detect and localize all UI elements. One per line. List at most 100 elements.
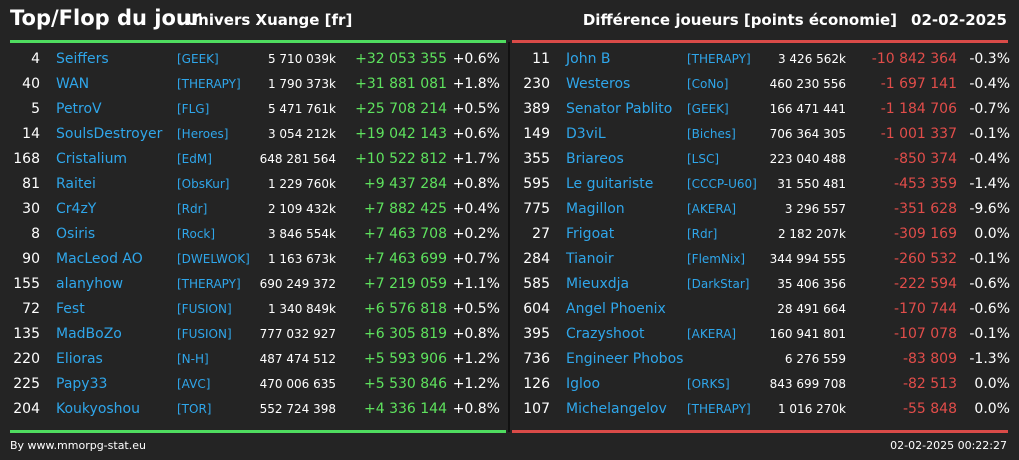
player-rank: 604 [523, 301, 550, 317]
player-name-link[interactable]: Osiris [56, 226, 96, 242]
percent-change: +0.6% [452, 51, 500, 67]
player-name-link[interactable]: Raitei [56, 176, 96, 192]
player-name-link[interactable]: PetroV [56, 101, 102, 117]
player-name-link[interactable]: Le guitariste [566, 176, 654, 192]
alliance-tag-link[interactable]: [GEEK] [687, 102, 729, 116]
alliance-tag-link[interactable]: [N-H] [177, 352, 209, 366]
player-points: 706 364 305 [769, 127, 846, 141]
percent-change: +0.2% [452, 226, 500, 242]
alliance-tag-link[interactable]: [AKERA] [687, 202, 737, 216]
points-difference: +7 463 699 [364, 251, 447, 267]
table-row: 389 Senator Pablito [GEEK] 166 471 441 -1 18… [510, 97, 1019, 122]
player-points: 160 941 801 [769, 327, 846, 341]
header-date: 02-02-2025 [911, 11, 1007, 29]
alliance-tag-link[interactable]: [THERAPY] [687, 402, 751, 416]
alliance-tag-link[interactable]: [TOR] [177, 402, 212, 416]
alliance-tag-link[interactable]: [CoNo] [687, 77, 729, 91]
player-name-link[interactable]: Seiffers [56, 51, 109, 67]
player-name-link[interactable]: MadBoZo [56, 326, 122, 342]
player-points: 2 109 432k [267, 202, 336, 216]
player-name-link[interactable]: Briareos [566, 151, 624, 167]
alliance-tag-link[interactable]: [AVC] [177, 377, 211, 391]
table-row: 107 Michelangelov [THERAPY] 1 016 270k -55 8… [510, 397, 1019, 422]
player-name-link[interactable]: alanyhow [56, 276, 124, 292]
alliance-tag-link[interactable]: [AKERA] [687, 327, 737, 341]
alliance-tag-link[interactable]: [Rock] [177, 227, 216, 241]
table-row: 11 John B [THERAPY] 3 426 562k -10 842 364 -0… [510, 47, 1019, 72]
player-name-link[interactable]: MacLeod AO [56, 251, 143, 267]
alliance-tag-link[interactable]: [THERAPY] [177, 77, 241, 91]
player-name-link[interactable]: Engineer Phobos [566, 351, 684, 367]
player-points: 460 230 556 [769, 77, 846, 91]
alliance-tag-link[interactable]: [THERAPY] [687, 52, 751, 66]
points-difference: -260 532 [894, 251, 957, 267]
player-rank: 72 [22, 301, 40, 317]
player-name-link[interactable]: Papy33 [56, 376, 108, 392]
alliance-tag-link[interactable]: [LSC] [687, 152, 720, 166]
player-name-link[interactable]: Cristalium [56, 151, 128, 167]
percent-change: +1.2% [452, 351, 500, 367]
table-row: 90 MacLeod AO [DWELWOK] 1 163 673k +7 463 69… [0, 247, 508, 272]
percent-change: -0.3% [969, 51, 1010, 67]
alliance-tag-link[interactable]: [ObsKur] [177, 177, 230, 191]
alliance-tag-link[interactable]: [FlemNix] [687, 252, 746, 266]
player-name-link[interactable]: Koukyoshou [56, 401, 140, 417]
player-points: 777 032 927 [259, 327, 336, 341]
alliance-tag-link[interactable]: [DarkStar] [687, 277, 750, 291]
alliance-tag-link[interactable]: [Rdr] [177, 202, 208, 216]
alliance-tag-link[interactable]: [FUSION] [177, 302, 232, 316]
table-row: 14 SoulsDestroyer [Heroes] 3 054 212k +19 04… [0, 122, 508, 147]
points-difference: +10 522 812 [355, 151, 447, 167]
player-name-link[interactable]: Mieuxdja [566, 276, 630, 292]
percent-change: -9.6% [969, 201, 1010, 217]
player-name-link[interactable]: Magillon [566, 201, 625, 217]
alliance-tag-link[interactable]: [CCCP-U60] [687, 177, 757, 191]
player-name-link[interactable]: WAN [56, 76, 90, 92]
player-name-link[interactable]: Crazyshoot [566, 326, 645, 342]
points-difference: +9 437 284 [364, 176, 447, 192]
alliance-tag-link[interactable]: [DWELWOK] [177, 252, 250, 266]
alliance-tag-link[interactable]: [FLG] [177, 102, 210, 116]
player-name-link[interactable]: Elioras [56, 351, 103, 367]
alliance-tag-link[interactable]: [THERAPY] [177, 277, 241, 291]
player-rank: 90 [22, 251, 40, 267]
player-name-link[interactable]: John B [566, 51, 611, 67]
player-name-link[interactable]: Senator Pablito [566, 101, 673, 117]
player-name-link[interactable]: Igloo [566, 376, 601, 392]
alliance-tag-link[interactable]: [ORKS] [687, 377, 730, 391]
points-difference: -55 848 [902, 401, 957, 417]
player-name-link[interactable]: D3viL [566, 126, 606, 142]
player-name-link[interactable]: Westeros [566, 76, 631, 92]
player-name-link[interactable]: Fest [56, 301, 85, 317]
alliance-tag-link[interactable]: [EdM] [177, 152, 212, 166]
player-name-link[interactable]: Angel Phoenix [566, 301, 666, 317]
player-name-link[interactable]: Michelangelov [566, 401, 667, 417]
player-points: 1 340 849k [267, 302, 336, 316]
table-row: 27 Frigoat [Rdr] 2 182 207k -309 169 0.0% [510, 222, 1019, 247]
alliance-tag-link[interactable]: [Biches] [687, 127, 736, 141]
alliance-tag-link[interactable]: [Heroes] [177, 127, 229, 141]
player-points: 690 249 372 [259, 277, 336, 291]
player-points: 3 426 562k [777, 52, 846, 66]
player-name-link[interactable]: SoulsDestroyer [56, 126, 163, 142]
source-credit: By www.mmorpg-stat.eu [10, 439, 146, 452]
table-row: 30 Cr4zY [Rdr] 2 109 432k +7 882 425 +0.4% [0, 197, 508, 222]
universe-label: Univers Xuange [fr] [186, 11, 353, 29]
percent-change: -0.1% [969, 126, 1010, 142]
player-points: 1 016 270k [777, 402, 846, 416]
points-difference: +5 593 906 [364, 351, 447, 367]
alliance-tag-link[interactable]: [Rdr] [687, 227, 718, 241]
page-title: Top/Flop du jour [10, 6, 202, 30]
alliance-tag-link[interactable]: [FUSION] [177, 327, 232, 341]
percent-change: -0.6% [969, 276, 1010, 292]
player-rank: 585 [523, 276, 550, 292]
points-difference: -222 594 [894, 276, 957, 292]
player-name-link[interactable]: Cr4zY [56, 201, 97, 217]
points-difference: -850 374 [894, 151, 957, 167]
percent-change: +1.1% [452, 276, 500, 292]
player-points: 5 471 761k [267, 102, 336, 116]
alliance-tag-link[interactable]: [GEEK] [177, 52, 219, 66]
player-rank: 736 [523, 351, 550, 367]
player-name-link[interactable]: Tianoir [566, 251, 614, 267]
player-name-link[interactable]: Frigoat [566, 226, 615, 242]
